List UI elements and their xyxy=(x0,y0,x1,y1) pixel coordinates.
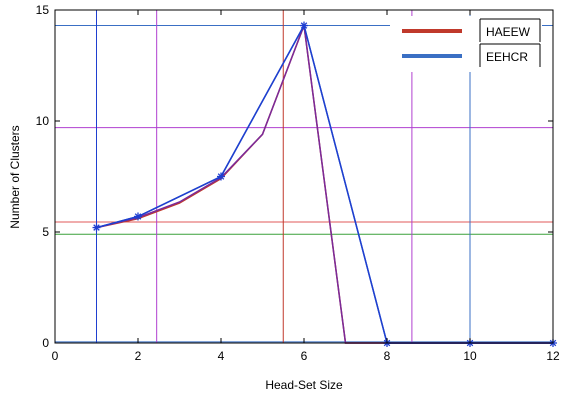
data-point-marker xyxy=(92,223,101,232)
x-tick-label: 2 xyxy=(135,349,142,363)
legend-label-eehcr: EEHCR xyxy=(486,50,528,64)
legend: HAEEW EEHCR xyxy=(390,16,542,72)
x-axis-label: Head-Set Size xyxy=(265,378,343,392)
x-tick-label: 10 xyxy=(463,349,477,363)
x-tick-label: 0 xyxy=(52,349,59,363)
data-point-marker xyxy=(217,172,225,181)
y-axis-label: Number of Clusters xyxy=(8,125,22,228)
y-tick-label: 0 xyxy=(42,336,49,350)
y-tick-label: 5 xyxy=(42,225,49,239)
legend-label-haeew: HAEEW xyxy=(486,25,531,39)
x-tick-label: 4 xyxy=(218,349,225,363)
data-point-marker xyxy=(134,212,142,221)
x-tick-label: 8 xyxy=(384,349,391,363)
data-point-marker xyxy=(300,21,308,30)
x-tick-label: 12 xyxy=(546,349,560,363)
y-tick-label: 15 xyxy=(36,3,50,17)
axis-ticks: 0 2 4 6 8 10 12 0 5 10 15 xyxy=(36,3,560,363)
x-tick-label: 6 xyxy=(301,349,308,363)
y-tick-label: 10 xyxy=(36,114,50,128)
